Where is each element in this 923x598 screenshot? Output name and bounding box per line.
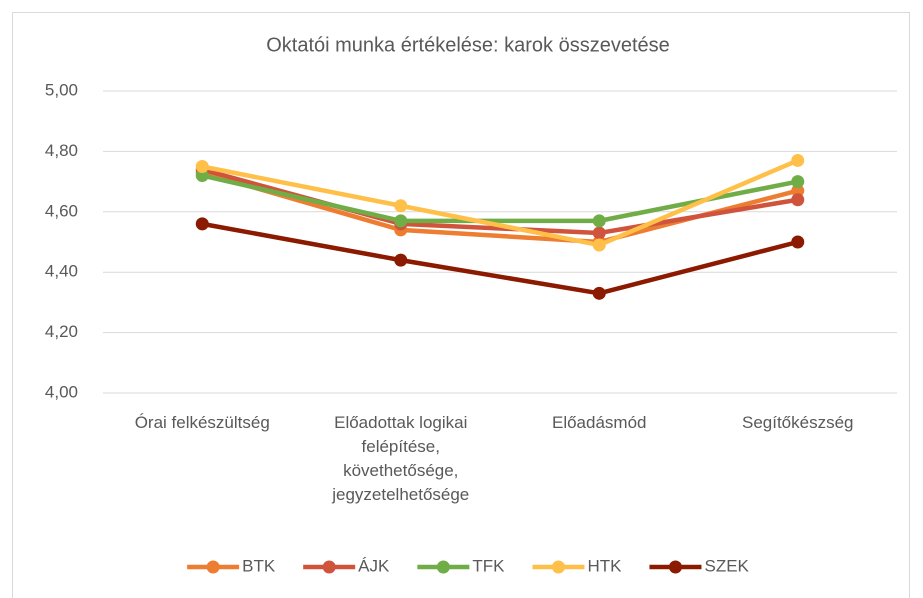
data-point: [394, 253, 408, 267]
data-point: [394, 214, 408, 228]
x-tick-label: Előadásmód: [551, 413, 647, 432]
y-tick-label: 4,00: [45, 382, 78, 401]
legend-label: TFK: [472, 556, 505, 575]
x-tick-label: Órai felkészültség: [134, 413, 270, 432]
data-point: [592, 226, 606, 240]
data-point: [791, 153, 805, 167]
legend-marker: [322, 560, 336, 574]
legend-marker: [668, 560, 682, 574]
chart-title: Oktatói munka értékelése: karok összevet…: [266, 34, 670, 56]
x-tick-label: Előadottak logikai felépítése, követhető…: [332, 413, 470, 504]
legend-label: BTK: [242, 556, 276, 575]
data-point: [791, 175, 805, 189]
legend-marker: [551, 560, 565, 574]
data-point: [195, 160, 209, 173]
y-tick-label: 4,80: [45, 141, 78, 160]
legend-marker: [436, 560, 450, 574]
series-line: [201, 158, 799, 248]
data-point: [195, 217, 209, 231]
legend-label: ÁJK: [358, 556, 390, 575]
data-point: [592, 238, 606, 252]
x-tick-label: Segítőkészség: [741, 413, 854, 432]
data-point: [195, 169, 209, 183]
data-point: [791, 193, 805, 207]
series-line: [201, 221, 799, 296]
legend-label: HTK: [587, 556, 622, 575]
y-tick-label: 4,60: [45, 201, 78, 220]
legend-label: SZEK: [704, 556, 749, 575]
legend-marker: [206, 560, 220, 574]
data-point: [394, 199, 408, 213]
data-point: [592, 214, 606, 228]
data-point: [791, 184, 805, 198]
chart-border: [12, 12, 910, 598]
data-point: [592, 286, 606, 300]
y-tick-label: 4,40: [45, 262, 78, 281]
legend: BTK ÁJK TFK HTK SZEK: [187, 556, 750, 575]
y-tick-label: 4,20: [45, 322, 78, 341]
data-point: [791, 235, 805, 249]
y-tick-label: 5,00: [45, 80, 78, 99]
